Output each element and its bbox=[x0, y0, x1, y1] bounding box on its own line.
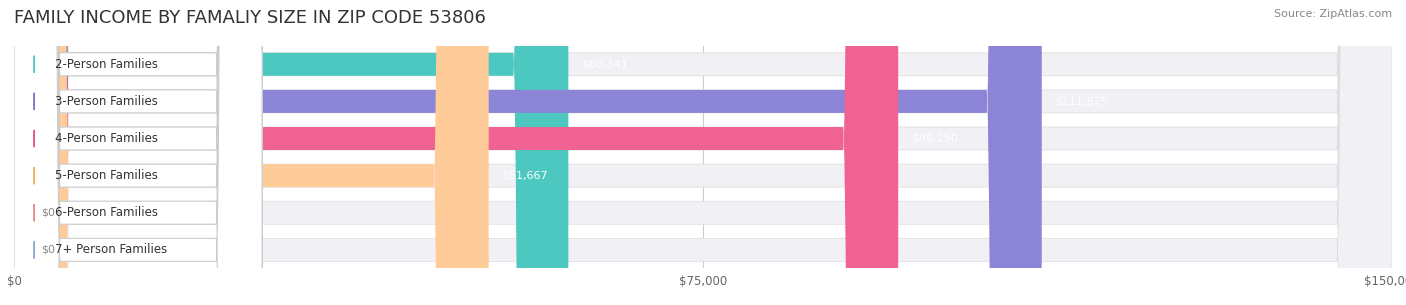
FancyBboxPatch shape bbox=[14, 0, 262, 305]
FancyBboxPatch shape bbox=[14, 0, 1392, 305]
FancyBboxPatch shape bbox=[14, 0, 1392, 305]
FancyBboxPatch shape bbox=[14, 0, 1042, 305]
FancyBboxPatch shape bbox=[14, 0, 568, 305]
Text: FAMILY INCOME BY FAMALIY SIZE IN ZIP CODE 53806: FAMILY INCOME BY FAMALIY SIZE IN ZIP COD… bbox=[14, 9, 486, 27]
FancyBboxPatch shape bbox=[14, 0, 262, 305]
Text: $111,875: $111,875 bbox=[1056, 96, 1108, 106]
FancyBboxPatch shape bbox=[14, 0, 489, 305]
FancyBboxPatch shape bbox=[14, 0, 898, 305]
Text: 2-Person Families: 2-Person Families bbox=[55, 58, 159, 71]
FancyBboxPatch shape bbox=[14, 0, 262, 305]
FancyBboxPatch shape bbox=[14, 0, 1392, 305]
Text: 5-Person Families: 5-Person Families bbox=[55, 169, 159, 182]
Text: $96,250: $96,250 bbox=[912, 134, 957, 144]
FancyBboxPatch shape bbox=[14, 0, 262, 305]
FancyBboxPatch shape bbox=[14, 0, 1392, 305]
Text: $60,341: $60,341 bbox=[582, 59, 627, 69]
FancyBboxPatch shape bbox=[14, 0, 262, 305]
FancyBboxPatch shape bbox=[14, 0, 262, 305]
FancyBboxPatch shape bbox=[14, 0, 1392, 305]
Text: $0: $0 bbox=[42, 208, 56, 218]
Text: $0: $0 bbox=[42, 245, 56, 255]
Text: 6-Person Families: 6-Person Families bbox=[55, 206, 159, 219]
Text: 7+ Person Families: 7+ Person Families bbox=[55, 243, 167, 256]
Text: 3-Person Families: 3-Person Families bbox=[55, 95, 159, 108]
Text: 4-Person Families: 4-Person Families bbox=[55, 132, 159, 145]
Text: $51,667: $51,667 bbox=[502, 170, 548, 181]
FancyBboxPatch shape bbox=[14, 0, 1392, 305]
Text: Source: ZipAtlas.com: Source: ZipAtlas.com bbox=[1274, 9, 1392, 19]
